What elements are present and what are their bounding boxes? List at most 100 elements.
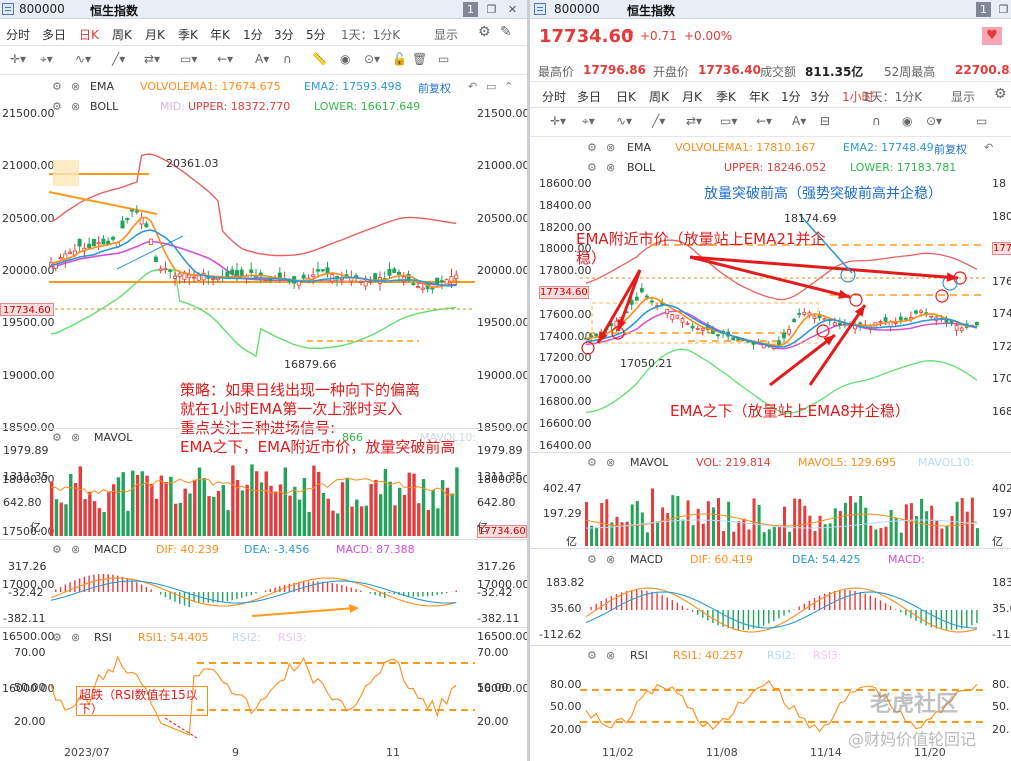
tab-period[interactable]: 3分 [274, 28, 294, 42]
ray-tool-icon[interactable]: ⇄▾ [144, 52, 161, 66]
volume-bar [600, 502, 604, 546]
tab-period[interactable]: 1分 [781, 90, 801, 104]
tab-period[interactable]: 月K [145, 28, 165, 42]
close-icon[interactable]: ✕ [507, 3, 518, 16]
volume-bar [255, 471, 259, 536]
ruler-tool-icon[interactable]: ⊟ [820, 114, 831, 128]
close-circle-icon[interactable]: ⊗ [606, 553, 616, 566]
lock-tool-icon[interactable]: 🔓 [392, 52, 407, 66]
pattern-tool-icon[interactable]: ⌖▾ [40, 52, 53, 66]
close-circle-icon[interactable]: ⊗ [606, 161, 616, 174]
pen-icon[interactable]: ✎ [500, 24, 512, 40]
close-circle-icon[interactable]: ⊗ [71, 100, 81, 113]
gear-icon[interactable]: ⚙ [994, 86, 1007, 102]
adjust-mode[interactable]: 前复权 [934, 143, 967, 156]
ruler-tool-icon[interactable]: 📏 [312, 52, 327, 66]
annotation-ema-near-line-2: 稳） [576, 249, 607, 267]
crosshair-tool-icon[interactable]: ✛▾ [10, 52, 27, 66]
display-dropdown[interactable]: 显示 [951, 90, 976, 104]
tab-period[interactable]: 日K [616, 90, 636, 104]
price-axis-label: 16500.00 [477, 630, 527, 643]
settings-dropdown[interactable]: 1天：1分K [863, 90, 923, 104]
tab-period[interactable]: 周K [112, 28, 132, 42]
more-tool-icon[interactable]: ▭ [438, 52, 450, 66]
visible-tool-icon[interactable]: ⊙▾ [926, 114, 943, 128]
ema-header: ⚙ ⊗ EMA VOLVOLEMA1: 17674.675 EMA2: 1759… [0, 78, 527, 96]
text-tool-icon[interactable]: A▾ [255, 52, 270, 66]
close-circle-icon[interactable]: ⊗ [71, 631, 81, 644]
gear-icon[interactable]: ⚙ [587, 553, 597, 566]
wave-tool-icon[interactable]: ∿▾ [616, 114, 633, 128]
tab-period[interactable]: 多日 [42, 28, 67, 42]
visible-tool-icon[interactable]: ⊙▾ [364, 52, 381, 66]
undo-icon[interactable]: ↶ [468, 80, 478, 93]
volume-bar [440, 480, 445, 536]
date-label: 11 [386, 746, 400, 759]
rsi3-value: RSI3: [278, 631, 307, 644]
gear-icon[interactable]: ⚙ [587, 161, 597, 174]
eye-tool-icon[interactable]: ◉ [902, 114, 913, 128]
gear-icon[interactable]: ⚙ [478, 24, 491, 40]
minimize-icon[interactable]: ▭ [486, 80, 497, 93]
undo-icon[interactable]: ↶ [984, 141, 994, 154]
line-tool-icon[interactable]: ╱▾ [112, 52, 126, 66]
tab-period[interactable]: 3分 [810, 90, 830, 104]
rect-tool-icon[interactable]: ▭▾ [720, 114, 738, 128]
arrow-tool-icon[interactable]: ←▾ [756, 114, 773, 128]
rect-tool-icon[interactable]: ▭▾ [180, 52, 198, 66]
close-circle-icon[interactable]: ⊗ [606, 649, 616, 662]
expand-icon[interactable]: ⌃ [504, 80, 514, 93]
tab-period[interactable]: 年K [749, 90, 769, 104]
text-tool-icon[interactable]: A▾ [792, 114, 807, 128]
close-circle-icon[interactable]: ⊗ [71, 543, 81, 556]
gear-icon[interactable]: ⚙ [52, 431, 62, 444]
magnet-tool-icon[interactable]: ∩ [872, 114, 881, 128]
restore-icon[interactable]: ❐ [998, 3, 1009, 16]
close-circle-icon[interactable]: ⊗ [71, 80, 81, 93]
wave-tool-icon[interactable]: ∿▾ [75, 52, 92, 66]
tab-period[interactable]: 季K [716, 90, 736, 104]
tab-period[interactable]: 多日 [577, 90, 602, 104]
restore-icon[interactable]: ❐ [486, 3, 497, 16]
more-tool-icon[interactable]: ▭ [976, 114, 988, 128]
gear-icon[interactable]: ⚙ [52, 543, 62, 556]
tab-period[interactable]: 季K [178, 28, 198, 42]
tab-period[interactable]: 周K [649, 90, 669, 104]
delete-tool-icon[interactable]: 🗑 [412, 52, 428, 66]
tab-period[interactable]: 日K [79, 28, 99, 42]
favorite-heart-icon[interactable]: ♥ [982, 27, 1002, 45]
gear-icon[interactable]: ⚙ [587, 141, 597, 154]
display-dropdown[interactable]: 显示 [434, 28, 459, 42]
tab-period[interactable]: 1分 [243, 28, 263, 42]
arrow-tool-icon[interactable]: ←▾ [217, 52, 234, 66]
close-circle-icon[interactable]: ⊗ [606, 456, 616, 469]
settings-dropdown[interactable]: 1天：1分K [341, 28, 401, 42]
crosshair-tool-icon[interactable]: ✛▾ [550, 114, 567, 128]
gear-icon[interactable]: ⚙ [587, 456, 597, 469]
gear-icon[interactable]: ⚙ [52, 631, 62, 644]
window-divider[interactable] [527, 0, 530, 761]
tab-period[interactable]: 1小时 [842, 90, 874, 104]
tab-period[interactable]: 分时 [542, 90, 567, 104]
tab-period[interactable]: 月K [682, 90, 702, 104]
eye-tool-icon[interactable]: ◉ [340, 52, 351, 66]
close-circle-icon[interactable]: ⊗ [71, 431, 81, 444]
volume-bar [661, 507, 665, 546]
candle-body [716, 334, 720, 337]
window-number-button[interactable]: 1 [463, 2, 478, 17]
adjust-mode[interactable]: 前复权 [418, 82, 451, 95]
ray-tool-icon[interactable]: ⇄▾ [686, 114, 703, 128]
gear-icon[interactable]: ⚙ [52, 100, 62, 113]
tab-period[interactable]: 5分 [306, 28, 326, 42]
tab-period[interactable]: 年K [210, 28, 230, 42]
window-number-button[interactable]: 1 [976, 2, 991, 17]
line-tool-icon[interactable]: ╱▾ [652, 114, 666, 128]
gear-icon[interactable]: ⚙ [52, 80, 62, 93]
tab-period[interactable]: 分时 [6, 28, 31, 42]
gear-icon[interactable]: ⚙ [587, 649, 597, 662]
volume-bar [59, 502, 63, 536]
magnet-tool-icon[interactable]: ∩ [283, 52, 292, 66]
pattern-tool-icon[interactable]: ⌖▾ [582, 114, 595, 128]
close-circle-icon[interactable]: ⊗ [606, 141, 616, 154]
candle-body [168, 269, 173, 272]
